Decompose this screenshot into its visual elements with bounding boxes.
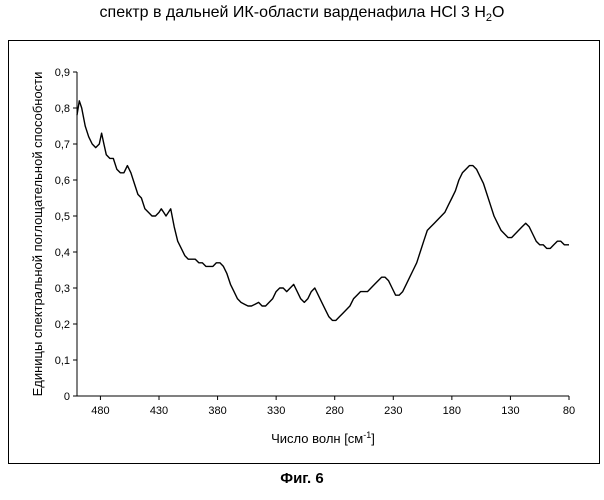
x-axis-label: Число волн [см-1]: [271, 430, 375, 446]
x-tick-label: 280: [326, 405, 344, 417]
x-tick-label: 230: [384, 405, 402, 417]
y-tick-label: 0,6: [55, 175, 70, 187]
y-tick-label: 0,5: [55, 211, 70, 223]
x-tick-label: 80: [563, 405, 575, 417]
chart-title: спектр в дальней ИК-области варденафила …: [99, 4, 505, 25]
y-axis-label: Единицы спектральной поглощательной спос…: [30, 72, 45, 397]
x-tick-label: 380: [208, 405, 226, 417]
x-tick-label: 330: [267, 405, 285, 417]
x-tick-label: 180: [443, 405, 461, 417]
y-tick-label: 0: [64, 391, 70, 403]
y-tick-label: 0,8: [55, 103, 70, 115]
x-tick-label: 130: [501, 405, 519, 417]
spectrum-line: [76, 100, 569, 322]
y-tick-label: 0,4: [55, 247, 70, 259]
y-tick-label: 0,7: [55, 139, 70, 151]
y-tick-label: 0,2: [55, 319, 70, 331]
chart-frame: [8, 40, 600, 464]
x-tick-label: 480: [91, 405, 109, 417]
x-tick-label: 430: [150, 405, 168, 417]
y-tick-label: 0,3: [55, 283, 70, 295]
figure-caption: Фиг. 6: [280, 470, 324, 487]
y-tick-label: 0,9: [55, 67, 70, 79]
y-tick-label: 0,1: [55, 355, 70, 367]
